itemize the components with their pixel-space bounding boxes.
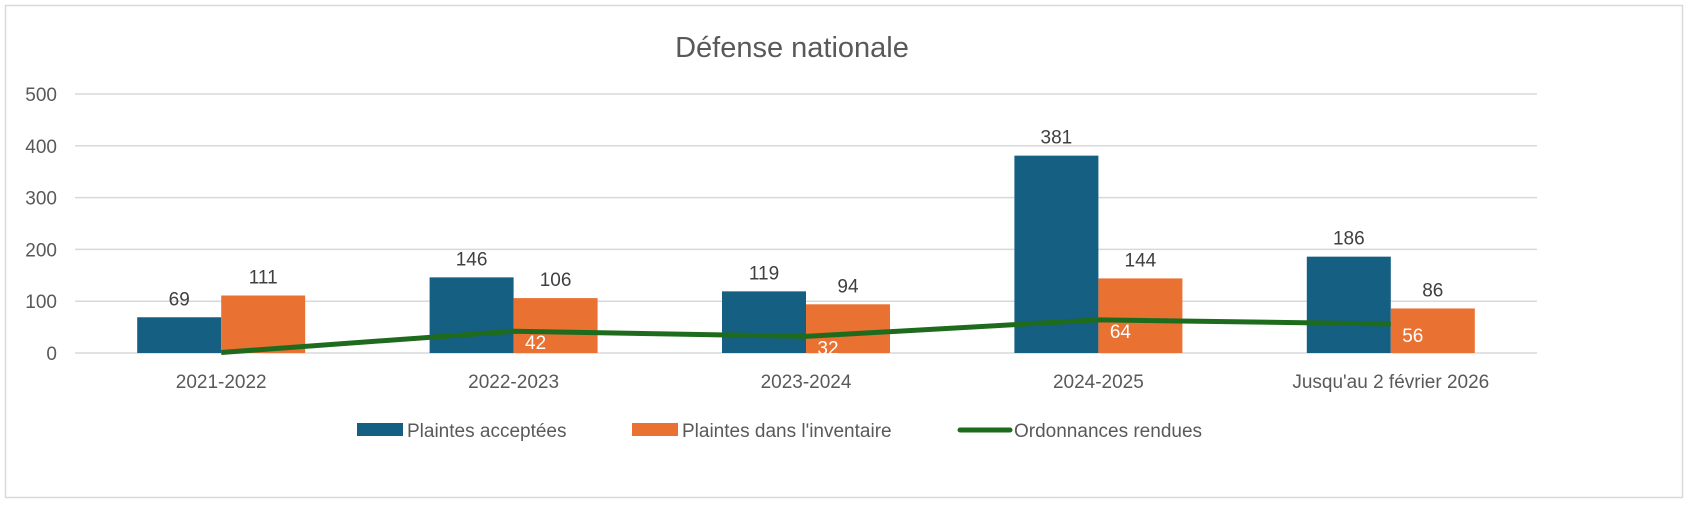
legend-label: Ordonnances rendues bbox=[1014, 421, 1202, 442]
legend-label: Plaintes acceptées bbox=[407, 421, 567, 442]
line-data-label: 1 bbox=[238, 354, 249, 375]
bar-data-label: 119 bbox=[749, 263, 779, 284]
bar-data-label: 111 bbox=[249, 268, 278, 289]
bar-data-label: 106 bbox=[540, 270, 572, 291]
x-tick-label: 2021-2022 bbox=[176, 372, 267, 393]
bar bbox=[722, 291, 806, 353]
y-tick-label: 200 bbox=[25, 240, 57, 261]
bar-data-label: 94 bbox=[837, 276, 859, 297]
line-data-label: 64 bbox=[1110, 322, 1132, 343]
bar bbox=[137, 317, 221, 353]
x-tick-label: Jusqu'au 2 février 2026 bbox=[1292, 372, 1489, 393]
y-tick-label: 300 bbox=[25, 189, 57, 210]
bar-data-label: 186 bbox=[1333, 229, 1365, 250]
bar bbox=[221, 296, 305, 353]
line-data-label: 56 bbox=[1402, 326, 1423, 347]
bar-data-label: 381 bbox=[1041, 128, 1073, 149]
legend-label: Plaintes dans l'inventaire bbox=[682, 421, 892, 442]
y-tick-label: 400 bbox=[25, 137, 57, 158]
x-tick-label: 2022-2023 bbox=[468, 372, 559, 393]
y-tick-label: 0 bbox=[46, 344, 57, 365]
bar-data-label: 86 bbox=[1422, 280, 1443, 301]
line-data-label: 32 bbox=[817, 338, 838, 359]
chart-title: Défense nationale bbox=[675, 32, 909, 64]
bar bbox=[1307, 257, 1391, 353]
x-tick-label: 2023-2024 bbox=[761, 372, 852, 393]
y-tick-label: 100 bbox=[25, 292, 57, 313]
bar-data-label: 146 bbox=[456, 249, 488, 270]
x-tick-label: 2024-2025 bbox=[1053, 372, 1144, 393]
y-tick-label: 500 bbox=[25, 85, 57, 106]
legend-swatch bbox=[632, 423, 678, 436]
bar-data-label: 69 bbox=[169, 289, 190, 310]
bar-data-label: 144 bbox=[1125, 250, 1157, 271]
legend-swatch bbox=[357, 423, 403, 436]
bar bbox=[430, 277, 514, 353]
line-data-label: 42 bbox=[525, 333, 546, 354]
